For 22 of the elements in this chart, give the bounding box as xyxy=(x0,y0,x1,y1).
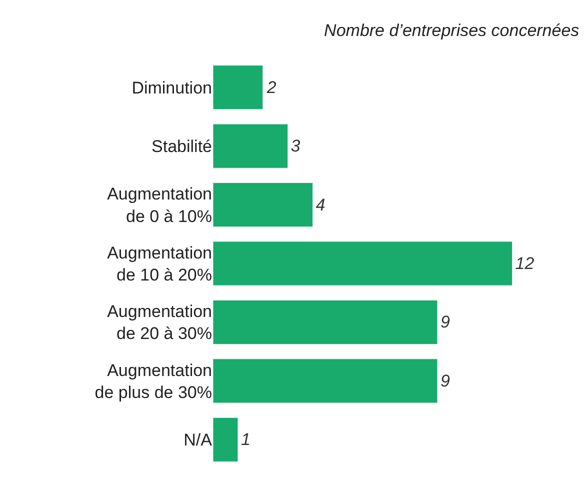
y-tick-label: Augmentation de 20 à 30% xyxy=(107,302,212,344)
y-tick-label: Augmentation de 10 à 20% xyxy=(107,243,212,284)
y-tick-label: N/A xyxy=(184,430,213,450)
bar xyxy=(213,124,288,168)
data-label: 12 xyxy=(515,254,535,273)
y-tick-label: Stabilité xyxy=(152,137,212,156)
data-label: 4 xyxy=(316,195,326,214)
bar xyxy=(213,417,238,462)
data-label: 3 xyxy=(290,136,301,156)
y-tick-label: Augmentation de plus de 30% xyxy=(94,360,212,402)
data-label: 9 xyxy=(440,371,450,390)
data-label: 1 xyxy=(240,430,250,450)
y-tick-label: Augmentation de 0 à 10% xyxy=(107,184,212,226)
bar xyxy=(213,241,512,286)
bar xyxy=(213,182,313,228)
chart-title: Nombre d’entreprises concernées xyxy=(324,20,580,40)
bar xyxy=(213,65,264,110)
data-label: 2 xyxy=(266,78,277,97)
data-label: 9 xyxy=(440,312,450,332)
bar xyxy=(213,300,438,344)
y-tick-label: Diminution xyxy=(132,78,212,98)
bar xyxy=(213,358,438,404)
